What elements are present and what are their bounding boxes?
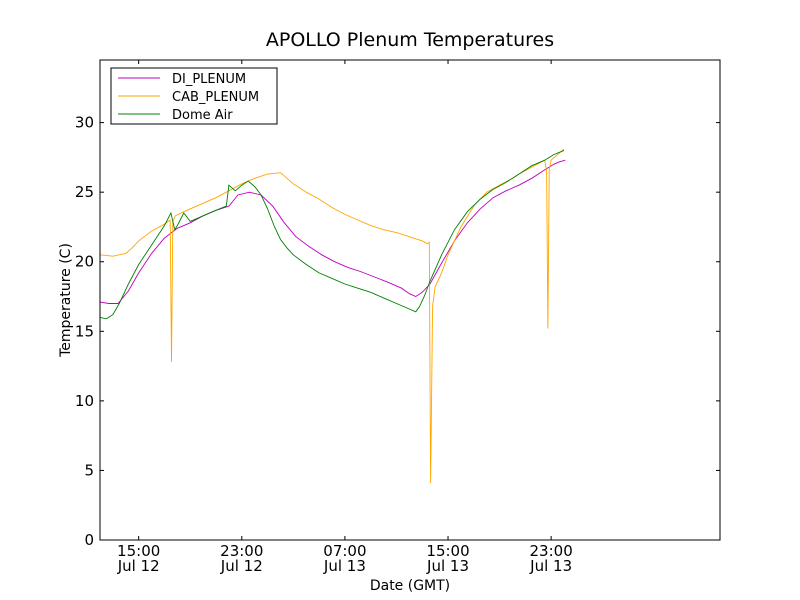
y-tick-label: 25 — [75, 183, 94, 201]
x-tick-label-time: 23:00 — [530, 542, 573, 560]
legend-label: Dome Air — [172, 108, 233, 123]
y-tick-label: 0 — [84, 531, 94, 549]
legend-label: CAB_PLENUM — [172, 90, 259, 105]
plot-area-frame — [99, 59, 721, 541]
x-tick-label-date: Jul 13 — [323, 557, 366, 575]
series-group — [100, 148, 566, 484]
x-tick-label-time: 15:00 — [426, 542, 469, 560]
y-tick-label: 20 — [75, 253, 94, 271]
legend: DI_PLENUM CAB_PLENUM Dome Air — [110, 67, 278, 125]
x-tick-label-time: 07:00 — [323, 542, 366, 560]
legend-label: DI_PLENUM — [172, 72, 246, 87]
y-tick-label: 10 — [75, 392, 94, 410]
y-axis-label: Temperature (C) — [58, 243, 74, 358]
series-line-dome-air — [100, 149, 565, 320]
y-tick-label: 30 — [75, 114, 94, 132]
x-tick-label-time: 15:00 — [117, 542, 160, 560]
y-tick-label: 5 — [84, 461, 94, 479]
x-tick-label-date: Jul 13 — [529, 557, 572, 575]
x-tick-label-time: 23:00 — [220, 542, 263, 560]
x-axis-label: Date (GMT) — [370, 578, 450, 594]
x-tick-label-date: Jul 12 — [220, 557, 263, 575]
x-tick-label-date: Jul 13 — [426, 557, 469, 575]
chart-title: APOLLO Plenum Temperatures — [266, 29, 554, 51]
x-tick-label-date: Jul 12 — [117, 557, 160, 575]
y-tick-label: 15 — [75, 322, 94, 340]
